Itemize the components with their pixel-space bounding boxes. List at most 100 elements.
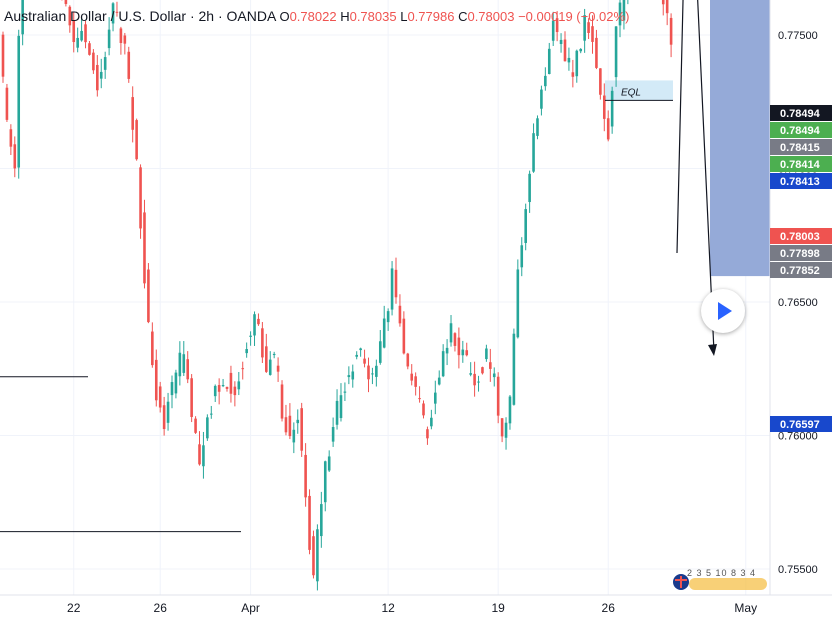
price-tag-label: 0.78413 bbox=[780, 176, 820, 188]
candle-body bbox=[394, 269, 398, 298]
candle-body bbox=[386, 311, 390, 323]
price-tag bbox=[770, 245, 832, 261]
candle-body bbox=[469, 373, 472, 375]
candle-body bbox=[504, 422, 508, 438]
candle-body bbox=[441, 351, 445, 377]
candle-body bbox=[284, 417, 288, 433]
price-tick-label: 0.77500 bbox=[778, 30, 818, 42]
candle-body bbox=[99, 71, 103, 79]
price-axis[interactable]: 0.795000.790000.785000.780000.775000.770… bbox=[778, 0, 818, 576]
candle-body bbox=[532, 133, 535, 172]
logo-digits: 2 3 5 10 8 3 4 bbox=[687, 568, 757, 578]
drawings-layer: EQHEQL bbox=[0, 0, 717, 533]
candle-body bbox=[567, 57, 571, 63]
candle-body bbox=[217, 385, 221, 392]
candle-body bbox=[225, 386, 229, 389]
candle-body bbox=[489, 362, 492, 369]
time-tick-label: 19 bbox=[492, 601, 506, 615]
candle-body bbox=[445, 347, 449, 354]
candle-body bbox=[453, 333, 457, 346]
candle-body bbox=[229, 372, 233, 394]
candle-body bbox=[665, 0, 669, 14]
candle-body bbox=[331, 427, 335, 442]
symbol-name[interactable]: Australian Dollar / U.S. Dollar bbox=[4, 8, 187, 24]
candle-body bbox=[127, 51, 131, 79]
candle-body bbox=[276, 365, 280, 372]
candle-body bbox=[563, 39, 567, 62]
price-tag bbox=[770, 122, 832, 138]
candle-body bbox=[398, 305, 402, 324]
time-axis[interactable]: 22 26 Apr 12 19 26 May bbox=[67, 601, 757, 615]
candle-body bbox=[465, 350, 469, 356]
candle-body bbox=[547, 48, 551, 74]
time-tick-label: May bbox=[734, 601, 757, 615]
candle-body bbox=[206, 417, 209, 439]
candle-body bbox=[182, 354, 186, 373]
candle-body bbox=[610, 90, 614, 127]
candle-body bbox=[410, 373, 414, 381]
candle-body bbox=[606, 118, 610, 140]
price-tag-label: 0.77852 bbox=[780, 265, 820, 277]
candle-body bbox=[367, 365, 370, 380]
candle-body bbox=[115, 11, 119, 13]
candle-body bbox=[178, 352, 182, 377]
price-tick-label: 0.76500 bbox=[778, 297, 818, 309]
candle-body bbox=[241, 368, 245, 370]
flag-icon bbox=[673, 574, 767, 590]
candle-body bbox=[92, 52, 95, 71]
price-tick-label: 0.76000 bbox=[778, 431, 818, 443]
price-tag bbox=[770, 262, 832, 278]
candle-body bbox=[198, 444, 201, 465]
candle-body bbox=[614, 26, 618, 78]
time-tick-label: 26 bbox=[602, 601, 616, 615]
candle-body bbox=[268, 359, 272, 375]
candle-body bbox=[449, 323, 453, 343]
candle-body bbox=[418, 398, 421, 400]
candle-body bbox=[579, 48, 583, 52]
candle-body bbox=[575, 50, 579, 77]
eql-zone bbox=[605, 80, 673, 101]
candle-body bbox=[143, 212, 146, 284]
candle-body bbox=[414, 376, 417, 387]
price-tag bbox=[770, 228, 832, 244]
ohlc-values: O0.78022 H0.78035 L0.77986 C0.78003 −0.0… bbox=[279, 9, 629, 24]
candle-body bbox=[406, 353, 410, 367]
interval-label[interactable]: 2h bbox=[198, 8, 215, 24]
time-tick-label: 12 bbox=[381, 601, 395, 615]
price-tag bbox=[770, 105, 832, 121]
candle-body bbox=[186, 359, 190, 380]
candle-body bbox=[21, 0, 24, 35]
candle-body bbox=[96, 64, 99, 91]
candle-body bbox=[500, 418, 504, 437]
candle-body bbox=[343, 391, 347, 393]
candle-body bbox=[213, 385, 217, 397]
candle-body bbox=[190, 378, 193, 417]
candle-body bbox=[347, 375, 351, 378]
candle-body bbox=[103, 57, 107, 70]
candle-body bbox=[170, 382, 174, 396]
candle-body bbox=[583, 15, 586, 41]
candle-body bbox=[571, 72, 575, 77]
candle-body bbox=[555, 18, 559, 33]
candle-body bbox=[312, 536, 315, 576]
candle-body bbox=[174, 372, 178, 394]
candle-body bbox=[339, 395, 343, 419]
candle-body bbox=[154, 359, 158, 401]
price-tag bbox=[770, 139, 832, 155]
candle-body bbox=[139, 167, 142, 229]
candle-body bbox=[371, 373, 374, 375]
play-icon[interactable] bbox=[701, 289, 745, 333]
close-value: 0.78003 bbox=[467, 9, 515, 24]
price-tag-label: 0.77898 bbox=[780, 248, 820, 260]
candle-body bbox=[221, 385, 225, 387]
low-value: 0.77986 bbox=[407, 9, 455, 24]
candle-body bbox=[76, 37, 79, 48]
time-tick-label: 26 bbox=[154, 601, 168, 615]
candle-body bbox=[402, 318, 406, 354]
candle-body bbox=[296, 419, 300, 424]
candle-body bbox=[147, 269, 150, 323]
candle-body bbox=[536, 118, 539, 136]
candle-body bbox=[158, 386, 162, 408]
candle-body bbox=[88, 43, 91, 55]
